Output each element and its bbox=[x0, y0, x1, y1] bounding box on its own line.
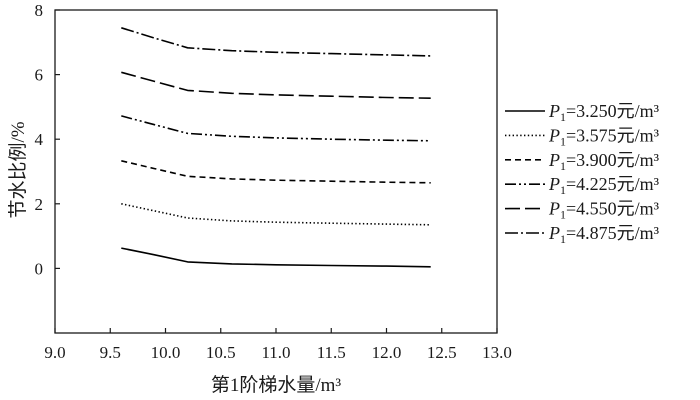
legend-label: P1=3.250元/m³ bbox=[548, 101, 660, 124]
legend-item-4: P1=4.225元/m³ bbox=[505, 174, 660, 197]
legend-value: =3.900元/m³ bbox=[566, 150, 660, 170]
legend-symbol: P bbox=[548, 101, 560, 121]
legend-label: P1=3.900元/m³ bbox=[548, 150, 660, 173]
x-tick-label: 12.5 bbox=[427, 343, 457, 362]
x-tick-label: 12.0 bbox=[372, 343, 402, 362]
legend-symbol: P bbox=[548, 223, 560, 243]
legend-symbol: P bbox=[548, 174, 560, 194]
legend-value: =4.550元/m³ bbox=[566, 199, 660, 219]
legend-value: =3.575元/m³ bbox=[566, 125, 660, 145]
legend-subscript: 1 bbox=[560, 159, 566, 173]
y-axis-label: 节水比例/% bbox=[7, 121, 29, 218]
x-tick-label: 13.0 bbox=[482, 343, 512, 362]
legend: P1=3.250元/m³P1=3.575元/m³P1=3.900元/m³P1=4… bbox=[505, 101, 660, 246]
x-tick-label: 11.0 bbox=[261, 343, 290, 362]
y-tick-label: 4 bbox=[35, 130, 44, 149]
legend-subscript: 1 bbox=[560, 110, 566, 124]
legend-label: P1=3.575元/m³ bbox=[548, 125, 660, 148]
x-tick-label: 9.0 bbox=[44, 343, 65, 362]
series-line-2 bbox=[121, 203, 431, 226]
series-line-6 bbox=[121, 27, 431, 57]
y-tick-label: 2 bbox=[35, 195, 44, 214]
x-tick-label: 10.0 bbox=[151, 343, 181, 362]
legend-label: P1=4.875元/m³ bbox=[548, 223, 660, 246]
legend-value: =4.875元/m³ bbox=[566, 223, 660, 243]
axes: 9.0 9.5 10.0 10.5 11.0 11.5 12.0 12.5 13.0 0 2 4 6 8 bbox=[35, 1, 512, 362]
legend-value: =4.225元/m³ bbox=[566, 174, 660, 194]
legend-item-1: P1=3.250元/m³ bbox=[505, 101, 660, 124]
legend-item-6: P1=4.875元/m³ bbox=[505, 223, 660, 246]
legend-item-5: P1=4.550元/m³ bbox=[505, 199, 660, 222]
legend-item-2: P1=3.575元/m³ bbox=[505, 125, 660, 148]
x-tick-label: 9.5 bbox=[100, 343, 121, 362]
legend-subscript: 1 bbox=[560, 134, 566, 148]
legend-label: P1=4.550元/m³ bbox=[548, 199, 660, 222]
y-tick-label: 8 bbox=[35, 1, 44, 20]
legend-symbol: P bbox=[548, 125, 560, 145]
legend-symbol: P bbox=[548, 199, 560, 219]
legend-symbol: P bbox=[548, 150, 560, 170]
x-tick-label: 11.5 bbox=[317, 343, 346, 362]
series-line-3 bbox=[121, 160, 431, 184]
series-lines bbox=[121, 27, 431, 268]
y-tick-label: 0 bbox=[35, 259, 44, 278]
legend-item-3: P1=3.900元/m³ bbox=[505, 150, 660, 173]
series-line-5 bbox=[121, 71, 431, 99]
x-axis-label: 第1阶梯水量/m³ bbox=[211, 374, 342, 396]
legend-subscript: 1 bbox=[560, 183, 566, 197]
y-tick-label: 6 bbox=[35, 66, 44, 85]
legend-subscript: 1 bbox=[560, 208, 566, 222]
x-tick-label: 10.5 bbox=[206, 343, 236, 362]
series-line-1 bbox=[121, 247, 431, 268]
series-line-4 bbox=[121, 115, 431, 142]
plot-frame bbox=[54, 9, 498, 334]
legend-value: =3.250元/m³ bbox=[566, 101, 660, 121]
legend-subscript: 1 bbox=[560, 232, 566, 246]
legend-label: P1=4.225元/m³ bbox=[548, 174, 660, 197]
